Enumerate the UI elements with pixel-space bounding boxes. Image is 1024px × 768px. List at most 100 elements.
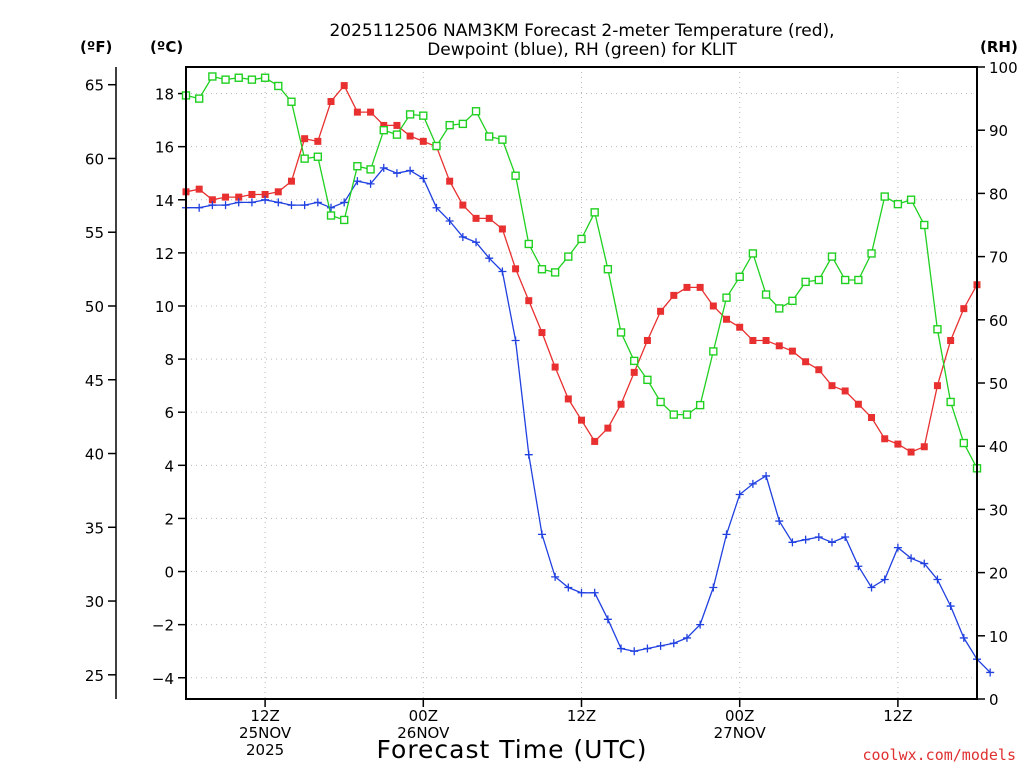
rh-point [260,73,270,82]
celsius-tick-label: 16 [155,139,174,157]
dewpoint-point [669,639,678,648]
2-meter-point [353,108,361,116]
rh-point [471,107,481,116]
rh-tick-label: 80 [989,185,1008,203]
rh-tick-label: 0 [989,691,999,709]
fahrenheit-tick-label: 45 [85,372,104,390]
dewpoint-point [696,620,705,629]
rh-point [682,410,692,419]
rh-point [564,252,573,261]
2-meter-point [472,214,480,222]
dewpoint-point [234,198,243,207]
chart-title-line1: 2025112506 NAM3KM Forecast 2-meter Tempe… [329,21,834,41]
2-meter-point [933,382,941,390]
dewpoint-point [551,572,560,581]
rh-point [854,275,863,285]
dewpoint-point [261,195,270,204]
fahrenheit-unit-label: (ºF) [80,38,112,56]
dewpoint-point [247,198,256,207]
2-meter-point [327,98,335,106]
2-meter-point [222,193,230,201]
time-tick-label: 12Z [567,707,596,725]
2-meter-point [604,424,612,432]
dewpoint-point [920,559,929,568]
2-meter-point [380,121,388,129]
time-tick-label: 25NOV [239,724,292,742]
dewpoint-point [564,583,573,592]
fahrenheit-tick-label: 65 [85,77,104,95]
dewpoint-point [340,198,349,207]
rh-tick-label: 60 [989,312,1008,330]
rh-point [590,208,599,217]
celsius-tick-label: −2 [152,617,174,635]
dewpoint-point [709,583,718,592]
2-meter-point [683,283,691,291]
rh-point [748,249,758,258]
dewpoint-point [445,217,454,226]
rh-point [840,275,850,285]
2-meter-point [854,400,862,408]
dewpoint-point [313,198,322,207]
rh-point [485,132,494,141]
rh-point [867,249,876,258]
dewpoint-point [221,201,230,210]
2-meter-point [485,214,493,222]
2-meter-point [841,387,849,395]
rh-point [709,347,718,356]
rh-point [761,290,771,299]
rh-point [946,397,955,407]
2-meter-point [828,382,836,390]
dewpoint-point [498,267,507,276]
rh-point [880,192,889,201]
rh-point [722,293,731,302]
rh-point [537,265,547,274]
dewpoint-point [366,179,375,188]
2-meter-point [630,368,638,376]
dewpoint-point [524,450,533,459]
gridlines [186,67,977,699]
rh-point [498,135,507,144]
celsius-tick-label: 6 [164,404,174,422]
2-meter-point [367,108,375,116]
rh-tick-label: 90 [989,122,1008,140]
2-meter-point [960,305,968,313]
rh-point [274,81,283,91]
2-meter-point [815,366,823,374]
dewpoint-line [186,167,991,673]
fahrenheit-tick-label: 25 [85,667,104,685]
dewpoint-point [630,647,639,656]
2-meter-point [749,337,757,345]
rh-point [656,397,665,407]
2-meter-point [868,414,876,422]
rh-point [247,75,257,84]
dewpoint-point [682,633,691,642]
2-meter-point [788,347,796,355]
dewpoint-point [735,490,744,499]
2-meter-point [551,363,559,371]
rh-point [775,304,784,313]
rh-point [577,234,586,244]
rh-point [353,162,362,171]
rh-point [643,375,652,385]
2-meter-point [195,185,203,193]
plot-frame [185,66,978,700]
celsius-tick-label: 18 [155,86,174,104]
dewpoint-point [577,588,586,597]
dewpoint-point [603,615,612,624]
2-meter-point [419,137,427,145]
2-meter-point [446,177,454,185]
dewpoint-point [788,538,797,547]
dewpoint-point [458,232,467,241]
rh-point [392,130,402,139]
rh-point [630,356,639,366]
rh-point [695,400,705,410]
dewpoint-point [419,174,428,183]
dewpoint-point [801,535,810,544]
rh-point [208,72,217,81]
fahrenheit-tick-label: 35 [85,519,104,537]
rh-point [814,275,823,285]
time-tick-label: 12Z [883,707,912,725]
rh-tick-label: 10 [989,628,1008,646]
rh-point [920,220,929,230]
2-meter-point [564,395,572,403]
